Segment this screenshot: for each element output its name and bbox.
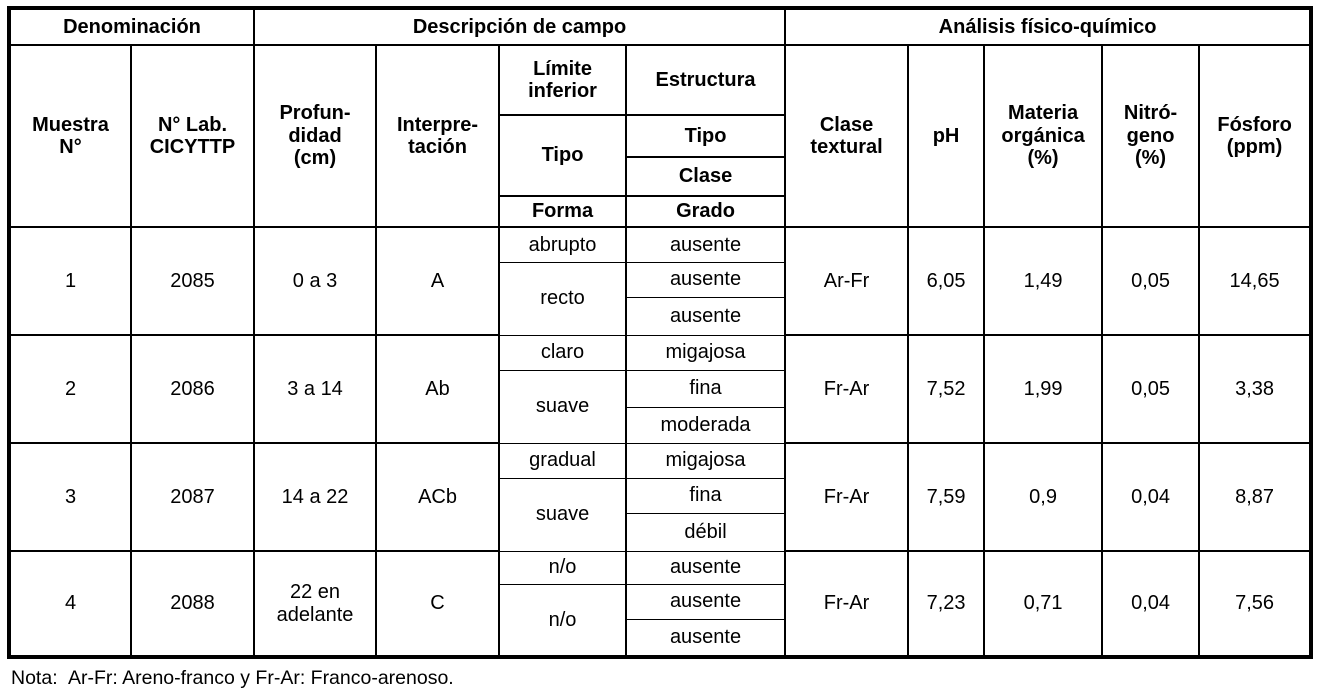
row2-fosforo: 3,38 xyxy=(1198,334,1313,444)
header-estructura-clase: Clase xyxy=(625,156,787,197)
header-muestra: Muestra N° xyxy=(8,44,132,228)
row3-nitrogeno: 0,04 xyxy=(1101,442,1201,552)
row4-clase-textural: Fr-Ar xyxy=(784,550,910,658)
row2-lab: 2086 xyxy=(129,334,256,444)
row1-muestra: 1 xyxy=(8,226,132,336)
row1-lab: 2085 xyxy=(129,226,256,336)
row4-lab: 2088 xyxy=(129,550,256,658)
row3-estructura-grado: débil xyxy=(625,512,787,552)
row4-ph: 7,23 xyxy=(907,550,986,658)
header-clase-textural: Clase textural xyxy=(784,44,910,228)
header-limite-inferior: Límite inferior xyxy=(498,44,628,116)
header-fosforo: Fósforo (ppm) xyxy=(1198,44,1313,228)
footnote-text: Ar-Fr: Areno-franco y Fr-Ar: Franco-aren… xyxy=(63,667,454,689)
row2-estructura-tipo: migajosa xyxy=(625,334,787,371)
row3-interpretacion: ACb xyxy=(375,442,501,552)
table-footnote: Nota: Ar-Fr: Areno-franco y Fr-Ar: Franc… xyxy=(11,667,1318,690)
row3-ph: 7,59 xyxy=(907,442,986,552)
row4-materia-organica: 0,71 xyxy=(983,550,1104,658)
row3-estructura-clase: fina xyxy=(625,477,787,514)
row3-materia-organica: 0,9 xyxy=(983,442,1104,552)
header-estructura: Estructura xyxy=(625,44,787,116)
header-estructura-grado: Grado xyxy=(625,195,787,228)
row1-ph: 6,05 xyxy=(907,226,986,336)
row4-estructura-grado: ausente xyxy=(625,618,787,658)
row2-clase-textural: Fr-Ar xyxy=(784,334,910,444)
row2-estructura-clase: fina xyxy=(625,369,787,408)
row3-lab: 2087 xyxy=(129,442,256,552)
row4-estructura-clase: ausente xyxy=(625,583,787,620)
row1-limite-tipo-2: recto xyxy=(498,261,628,336)
row3-limite-tipo-1: gradual xyxy=(498,442,628,479)
row1-profundidad: 0 a 3 xyxy=(253,226,378,336)
header-profundidad: Profun- didad (cm) xyxy=(253,44,378,228)
header-descripcion-de-campo: Descripción de campo xyxy=(253,7,787,46)
row3-limite-tipo-2: suave xyxy=(498,477,628,552)
row1-fosforo: 14,65 xyxy=(1198,226,1313,336)
row4-fosforo: 7,56 xyxy=(1198,550,1313,658)
row1-interpretacion: A xyxy=(375,226,501,336)
row2-limite-tipo-2: suave xyxy=(498,369,628,444)
header-analisis-fisico-quimico: Análisis físico-químico xyxy=(784,7,1313,46)
row1-clase-textural: Ar-Fr xyxy=(784,226,910,336)
row3-clase-textural: Fr-Ar xyxy=(784,442,910,552)
row4-nitrogeno: 0,04 xyxy=(1101,550,1201,658)
row2-interpretacion: Ab xyxy=(375,334,501,444)
row2-materia-organica: 1,99 xyxy=(983,334,1104,444)
row1-estructura-tipo: ausente xyxy=(625,226,787,263)
row2-limite-tipo-1: claro xyxy=(498,334,628,371)
footnote-label: Nota: xyxy=(11,667,58,689)
row3-fosforo: 8,87 xyxy=(1198,442,1313,552)
row2-nitrogeno: 0,05 xyxy=(1101,334,1201,444)
header-limite-forma: Forma xyxy=(498,195,628,228)
row4-muestra: 4 xyxy=(8,550,132,658)
soil-analysis-table: Denominación Descripción de campo Anális… xyxy=(7,6,1314,659)
row2-muestra: 2 xyxy=(8,334,132,444)
row3-muestra: 3 xyxy=(8,442,132,552)
row1-limite-tipo-1: abrupto xyxy=(498,226,628,263)
row3-profundidad: 14 a 22 xyxy=(253,442,378,552)
row4-interpretacion: C xyxy=(375,550,501,658)
row3-estructura-tipo: migajosa xyxy=(625,442,787,479)
header-ph: pH xyxy=(907,44,986,228)
row1-materia-organica: 1,49 xyxy=(983,226,1104,336)
row2-profundidad: 3 a 14 xyxy=(253,334,378,444)
header-n-lab-cicyttp: N° Lab. CICYTTP xyxy=(129,44,256,228)
header-materia-organica: Materia orgánica (%) xyxy=(983,44,1104,228)
row1-nitrogeno: 0,05 xyxy=(1101,226,1201,336)
row1-estructura-clase: ausente xyxy=(625,261,787,298)
header-estructura-tipo: Tipo xyxy=(625,114,787,158)
header-interpretacion: Interpre- tación xyxy=(375,44,501,228)
header-limite-tipo: Tipo xyxy=(498,114,628,197)
header-nitrogeno: Nitró- geno (%) xyxy=(1101,44,1201,228)
row4-limite-tipo-2: n/o xyxy=(498,583,628,658)
row2-ph: 7,52 xyxy=(907,334,986,444)
row4-limite-tipo-1: n/o xyxy=(498,550,628,585)
header-denominacion: Denominación xyxy=(7,7,256,46)
row2-estructura-grado: moderada xyxy=(625,406,787,444)
row4-estructura-tipo: ausente xyxy=(625,550,787,585)
row4-profundidad: 22 en adelante xyxy=(253,550,378,658)
row1-estructura-grado: ausente xyxy=(625,296,787,336)
